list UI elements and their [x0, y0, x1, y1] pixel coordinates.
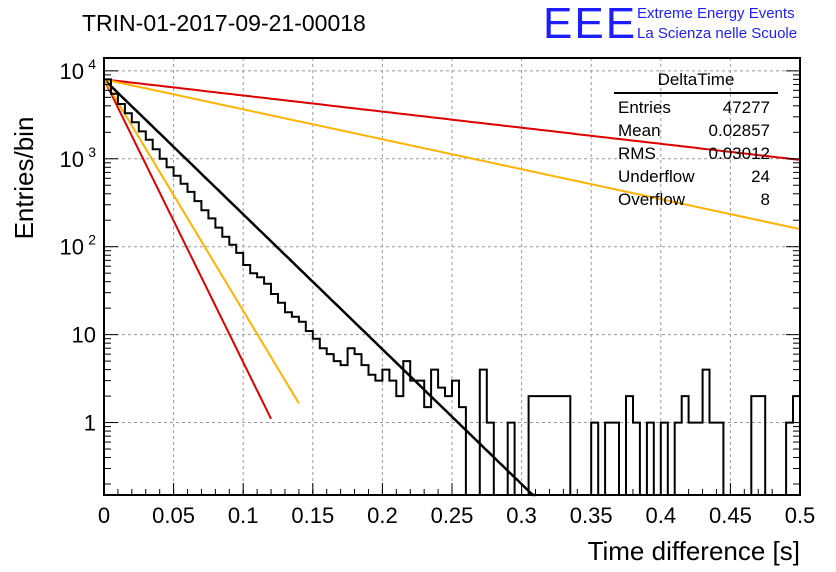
chart-title: TRIN-01-2017-09-21-00018	[82, 10, 366, 36]
x-tick-labels: 0 0.05 0.1 0.15 0.2 0.25 0.3 0.35 0.4 0.45 0.5	[98, 503, 815, 528]
y-tick-exponent: 2	[88, 232, 96, 248]
y-axis-label: Entries/bin	[9, 117, 39, 240]
eee-logo-mark: EEE	[543, 0, 638, 48]
x-tick-label: 0.1	[228, 503, 259, 528]
stat-value: 0.02857	[708, 121, 770, 140]
stat-value: 47277	[722, 98, 770, 117]
histogram-series	[104, 78, 800, 496]
stats-title: DeltaTime	[614, 70, 778, 94]
x-tick-label: 0.05	[152, 503, 195, 528]
x-tick-label: 0.4	[646, 503, 677, 528]
fit-curve-2	[103, 78, 300, 404]
y-tick-label: 10	[60, 59, 84, 84]
stats-box: DeltaTime Entries 47277 Mean 0.02857 RMS…	[614, 70, 778, 211]
logo-caption-line1: Extreme Energy Events	[637, 5, 795, 22]
stat-row-entries: Entries 47277	[614, 96, 778, 119]
x-tick-label: 0.2	[367, 503, 398, 528]
y-tick-exponent: 4	[88, 56, 96, 72]
stat-value: 0.03012	[708, 144, 770, 163]
logo-caption-line2: La Scienza nelle Scuole	[637, 25, 798, 42]
stat-row-mean: Mean 0.02857	[614, 119, 778, 142]
y-tick-label: 10	[60, 147, 84, 172]
x-tick-label: 0	[98, 503, 110, 528]
stat-label: Underflow	[618, 167, 695, 186]
x-tick-label: 0.35	[570, 503, 613, 528]
stat-label: Mean	[618, 121, 661, 140]
y-tick-label: 10	[72, 323, 96, 348]
stat-label: Overflow	[618, 190, 686, 209]
stat-value: 24	[751, 167, 770, 186]
grid-lines	[104, 58, 800, 495]
eee-logo: EEE Extreme Energy Events La Scienza nel…	[543, 2, 833, 46]
x-tick-label: 0.45	[709, 503, 752, 528]
stat-label: Entries	[618, 98, 671, 117]
fit-curve-3	[103, 78, 801, 161]
fit-curve-0	[103, 78, 536, 497]
fit-curve-4	[103, 78, 801, 231]
fit-curve-1	[103, 78, 272, 420]
x-tick-label: 0.3	[506, 503, 537, 528]
y-tick-label: 10	[60, 235, 84, 260]
y-tick-exponent: 3	[88, 144, 96, 160]
stat-value: 8	[760, 190, 770, 209]
x-tick-label: 0.25	[431, 503, 474, 528]
stat-row-overflow: Overflow 8	[614, 188, 778, 211]
x-axis-label: Time difference [s]	[588, 536, 800, 566]
x-tick-label: 0.15	[291, 503, 334, 528]
y-tick-label: 1	[84, 411, 96, 436]
x-tick-label: 0.5	[785, 503, 816, 528]
axis-ticks	[103, 70, 801, 495]
stat-row-rms: RMS 0.03012	[614, 142, 778, 165]
stat-row-underflow: Underflow 24	[614, 165, 778, 188]
stat-label: RMS	[618, 144, 656, 163]
fit-curves	[103, 78, 801, 497]
